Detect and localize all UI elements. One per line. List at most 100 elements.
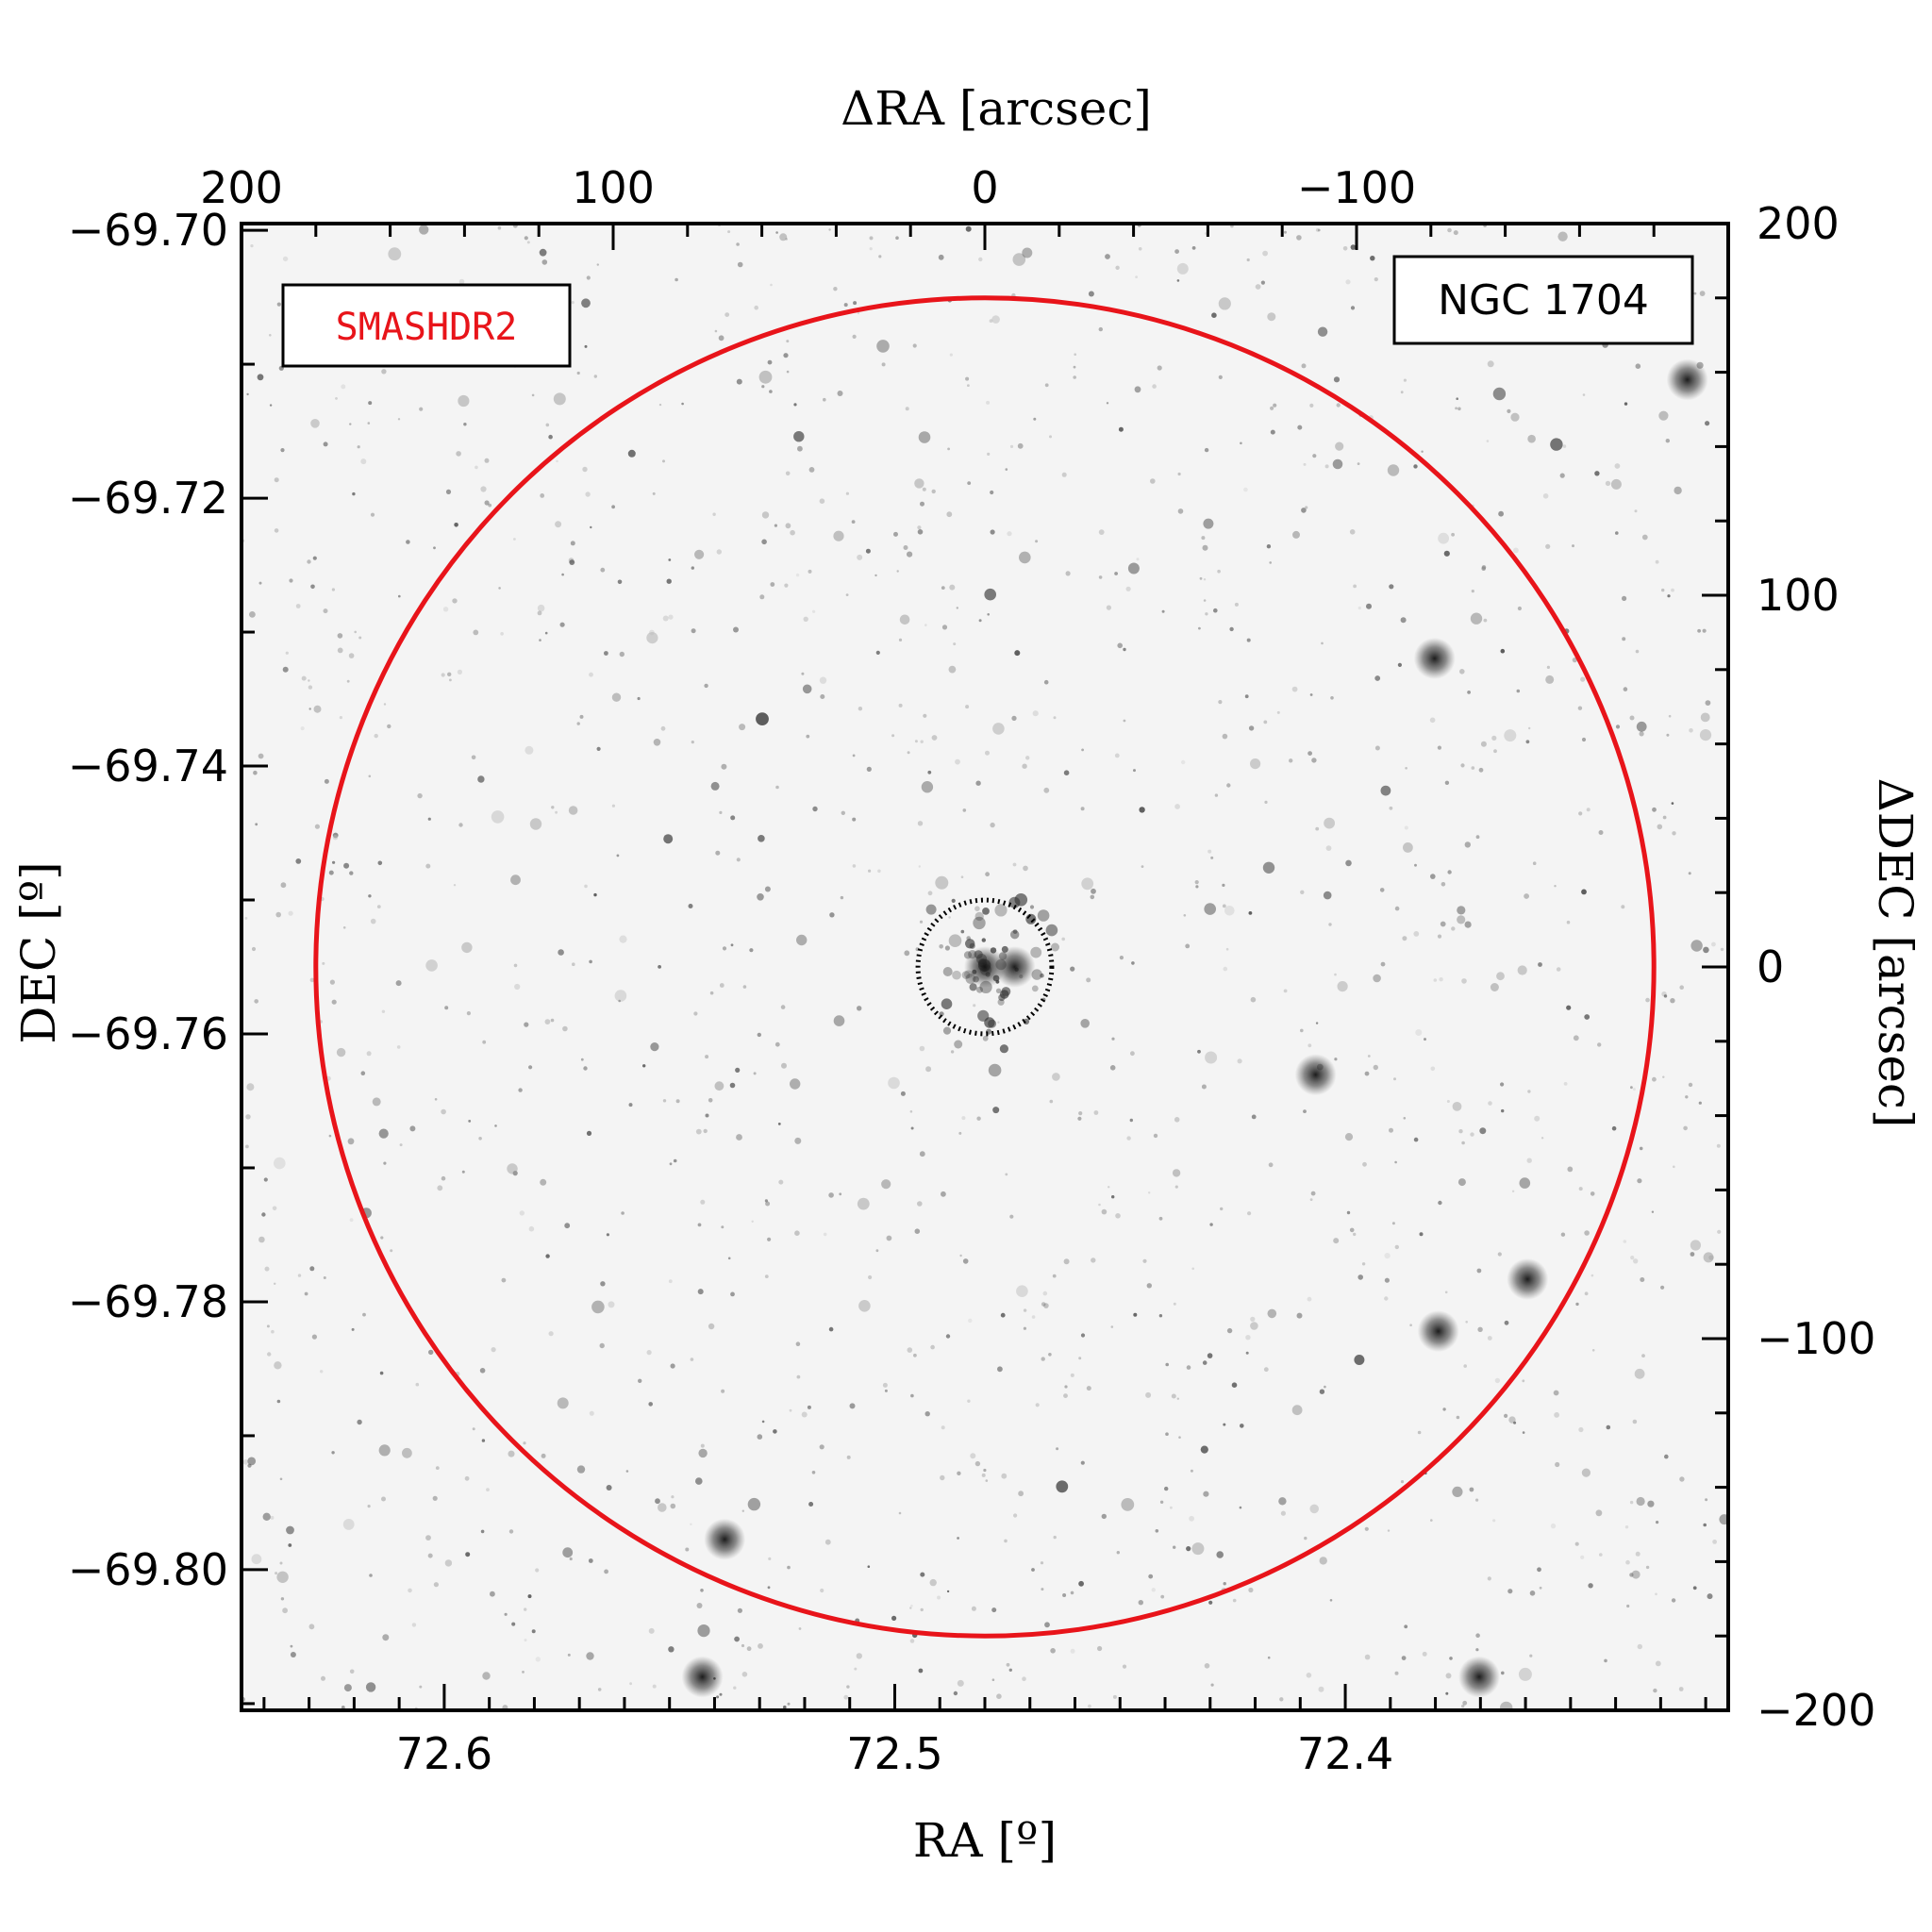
star — [891, 1615, 897, 1621]
star — [1013, 1513, 1018, 1518]
star — [790, 529, 795, 536]
star — [697, 1223, 702, 1227]
star — [1115, 265, 1120, 270]
star — [1394, 1244, 1400, 1250]
star — [1007, 531, 1012, 537]
star — [285, 651, 289, 655]
star — [796, 934, 808, 946]
star — [757, 893, 764, 901]
star — [611, 692, 622, 702]
star — [841, 810, 845, 815]
star — [931, 489, 936, 494]
star — [735, 1067, 741, 1073]
star — [1404, 1624, 1408, 1629]
star — [959, 1254, 962, 1257]
star — [1534, 1115, 1541, 1122]
star — [1289, 758, 1293, 763]
star — [1664, 1454, 1669, 1459]
star — [374, 733, 378, 739]
star — [524, 236, 528, 241]
star — [1306, 1673, 1312, 1678]
cluster-star — [925, 904, 937, 915]
star — [764, 1199, 769, 1203]
star — [1442, 1407, 1446, 1411]
star — [1098, 575, 1103, 579]
cluster-star — [1031, 985, 1039, 992]
star — [1176, 262, 1189, 275]
star — [1005, 468, 1008, 471]
star — [1697, 628, 1701, 633]
star — [734, 1636, 740, 1642]
star — [1101, 1208, 1108, 1215]
star — [1129, 1118, 1134, 1123]
star — [854, 1667, 858, 1671]
star — [646, 632, 658, 644]
cluster-star — [944, 945, 951, 951]
star — [1263, 720, 1268, 724]
star — [1155, 1529, 1159, 1533]
star — [1044, 383, 1049, 388]
star — [974, 1460, 981, 1467]
star — [586, 1652, 594, 1660]
star — [1615, 724, 1621, 729]
star — [537, 610, 542, 616]
bright-star — [1417, 1310, 1459, 1353]
star — [852, 334, 857, 339]
star — [697, 1624, 710, 1638]
star — [466, 1011, 471, 1016]
star — [1578, 1187, 1583, 1191]
star — [1494, 1377, 1501, 1384]
star — [1177, 472, 1181, 476]
star — [1685, 1095, 1689, 1099]
star — [419, 225, 429, 235]
star — [1309, 1198, 1313, 1201]
star — [857, 311, 860, 315]
star — [992, 723, 1005, 735]
star — [1172, 1169, 1181, 1177]
star — [1216, 1551, 1224, 1558]
star — [1112, 1694, 1117, 1699]
star — [671, 1495, 675, 1499]
star — [1635, 1551, 1641, 1557]
star — [550, 1018, 555, 1023]
star — [1033, 417, 1037, 421]
star — [406, 540, 410, 544]
star — [1517, 965, 1527, 975]
star — [909, 1639, 915, 1643]
star — [596, 263, 599, 266]
star — [588, 1558, 593, 1563]
star — [1031, 1315, 1036, 1319]
star — [604, 651, 608, 656]
star — [1476, 1268, 1482, 1274]
star — [714, 329, 718, 333]
star — [681, 402, 684, 406]
star — [1000, 1312, 1006, 1318]
cluster-star — [948, 934, 962, 947]
star — [569, 1557, 573, 1561]
star — [1319, 1389, 1325, 1394]
star — [1584, 1230, 1590, 1236]
star — [289, 578, 293, 583]
star — [910, 1393, 914, 1398]
star — [322, 961, 325, 965]
cluster-star — [1010, 930, 1020, 940]
star — [741, 1509, 744, 1512]
star — [1380, 785, 1391, 796]
star — [1133, 769, 1136, 773]
star — [1641, 1354, 1645, 1357]
star — [1688, 872, 1691, 875]
star — [700, 1443, 705, 1448]
star — [719, 983, 724, 988]
star — [1456, 397, 1458, 401]
star — [730, 1291, 735, 1297]
bright-star — [681, 1656, 724, 1698]
star — [253, 770, 258, 775]
star — [858, 707, 863, 711]
star — [539, 639, 541, 641]
star — [1467, 691, 1471, 694]
star — [1526, 1158, 1532, 1163]
star — [309, 1266, 315, 1272]
star — [597, 1688, 602, 1691]
star — [976, 1116, 981, 1121]
star — [828, 1326, 834, 1332]
